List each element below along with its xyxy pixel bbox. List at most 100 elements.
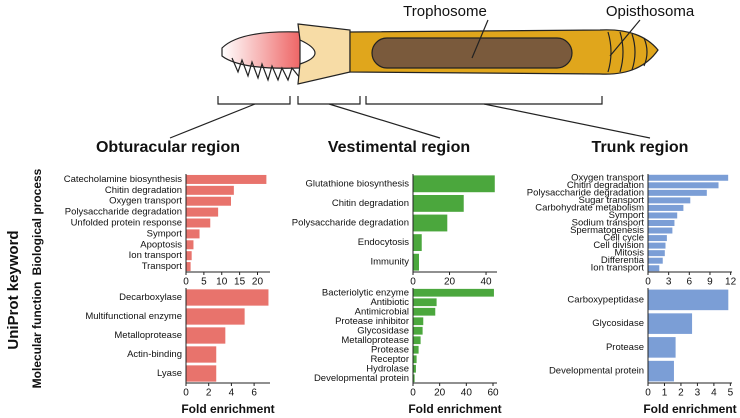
y-tick-label: Antibiotic [370, 297, 409, 308]
bar [185, 185, 235, 196]
y-tick-label: Metalloprotease [114, 330, 182, 341]
bar [647, 181, 720, 190]
x-tick-label: 0 [183, 277, 189, 288]
y-tick-label: Cell cycle [603, 233, 644, 244]
y-tick-label: Differentia [601, 255, 645, 266]
bar [647, 189, 708, 197]
y-tick-label: Spermatogenesis [570, 225, 644, 236]
bar [412, 307, 437, 317]
x-tick-label: 20 [444, 277, 456, 288]
chart-title: Trunk region [592, 139, 689, 156]
y-tick-label: Multifunctional enzyme [85, 311, 182, 322]
x-tick-label: 0 [645, 388, 651, 399]
x-tick-label: 6 [687, 277, 693, 288]
y-tick-label: Sodium transport [572, 218, 645, 229]
x-tick-label: 6 [251, 388, 257, 399]
row-label: Molecular function [30, 282, 44, 389]
y-tick-label: Ion transport [129, 250, 183, 261]
bar [647, 288, 730, 311]
x-tick-label: 4 [229, 388, 235, 399]
x-tick-label: 15 [234, 277, 246, 288]
y-tick-label: Symport [609, 210, 645, 221]
bar [647, 336, 677, 359]
bar [647, 360, 675, 383]
y-tick-label: Lyase [157, 368, 182, 379]
x-tick-label: 0 [410, 277, 416, 288]
group-title: UniProt keyword [5, 230, 22, 349]
y-tick-label: Bacteriolytic enzyme [322, 287, 409, 298]
x-tick-label: 0 [183, 388, 189, 399]
y-tick-label: Immunity [370, 257, 409, 268]
x-axis-label: Fold enrichment [643, 402, 736, 416]
x-tick-label: 0 [410, 388, 416, 399]
bar [185, 174, 268, 185]
bar [412, 345, 420, 355]
bar [185, 288, 270, 307]
bar [647, 196, 692, 205]
y-tick-label: Developmental protein [549, 366, 644, 377]
bar [647, 234, 668, 242]
bar [412, 326, 424, 336]
y-tick-label: Chitin degradation [332, 198, 409, 209]
x-tick-label: 12 [725, 277, 737, 288]
bar [647, 264, 661, 273]
y-tick-label: Unfolded protein response [71, 218, 182, 229]
x-tick-label: 0 [645, 277, 651, 288]
y-tick-label: Chitin degradation [567, 180, 644, 191]
y-tick-label: Apoptosis [140, 239, 182, 250]
bar [647, 241, 667, 250]
x-tick-label: 3 [695, 388, 701, 399]
x-tick-label: 3 [666, 277, 672, 288]
y-tick-label: Sugar transport [579, 195, 645, 206]
anatomy-label: Trophosome [403, 3, 487, 20]
y-tick-label: Polysaccharide degradation [527, 187, 644, 198]
chart-title: Obturacular region [96, 139, 240, 156]
bar [185, 345, 218, 364]
y-tick-label: Glutathione biosynthesis [305, 178, 409, 189]
x-tick-label: 60 [487, 388, 499, 399]
y-tick-label: Symport [147, 228, 183, 239]
y-tick-label: Decarboxylase [119, 292, 182, 303]
bar [647, 226, 674, 235]
bar [185, 307, 246, 326]
bar [412, 288, 495, 298]
y-tick-label: Protease [371, 344, 409, 355]
y-tick-label: Chitin degradation [105, 185, 182, 196]
bar [647, 173, 729, 182]
bar [647, 211, 679, 220]
chart-title: Vestimental region [328, 139, 470, 156]
bar [412, 194, 465, 213]
bar [647, 219, 676, 227]
y-tick-label: Oxygen transport [571, 172, 644, 183]
y-tick-label: Mitosis [614, 248, 644, 259]
y-tick-label: Developmental protein [314, 373, 409, 384]
bar [185, 195, 232, 207]
x-tick-label: 40 [461, 388, 473, 399]
y-tick-label: Antimicrobial [355, 306, 409, 317]
anatomy-label: Opisthosoma [606, 3, 695, 20]
x-tick-label: 2 [678, 388, 684, 399]
y-tick-label: Receptor [370, 354, 409, 365]
worm-diagram [169, 19, 659, 139]
y-tick-label: Polysaccharide degradation [292, 218, 409, 229]
y-tick-label: Glycosidase [592, 318, 644, 329]
bar [412, 297, 438, 307]
bar [647, 312, 693, 335]
y-tick-label: Cell division [593, 240, 644, 251]
x-tick-label: 10 [216, 277, 228, 288]
bar [412, 174, 496, 194]
x-tick-label: 4 [711, 388, 717, 399]
x-axis-label: Fold enrichment [181, 402, 274, 416]
x-tick-label: 5 [728, 388, 734, 399]
x-tick-label: 40 [480, 277, 492, 288]
x-tick-label: 9 [707, 277, 713, 288]
y-tick-label: Protease inhibitor [335, 316, 409, 327]
y-tick-label: Glycosidase [357, 325, 409, 336]
bar [412, 252, 420, 272]
y-tick-label: Metalloprotease [341, 335, 409, 346]
bar [185, 206, 219, 218]
row-label: Biological process [30, 168, 44, 275]
x-tick-label: 20 [434, 388, 446, 399]
bar [412, 233, 423, 252]
y-tick-label: Endocytosis [358, 237, 409, 248]
